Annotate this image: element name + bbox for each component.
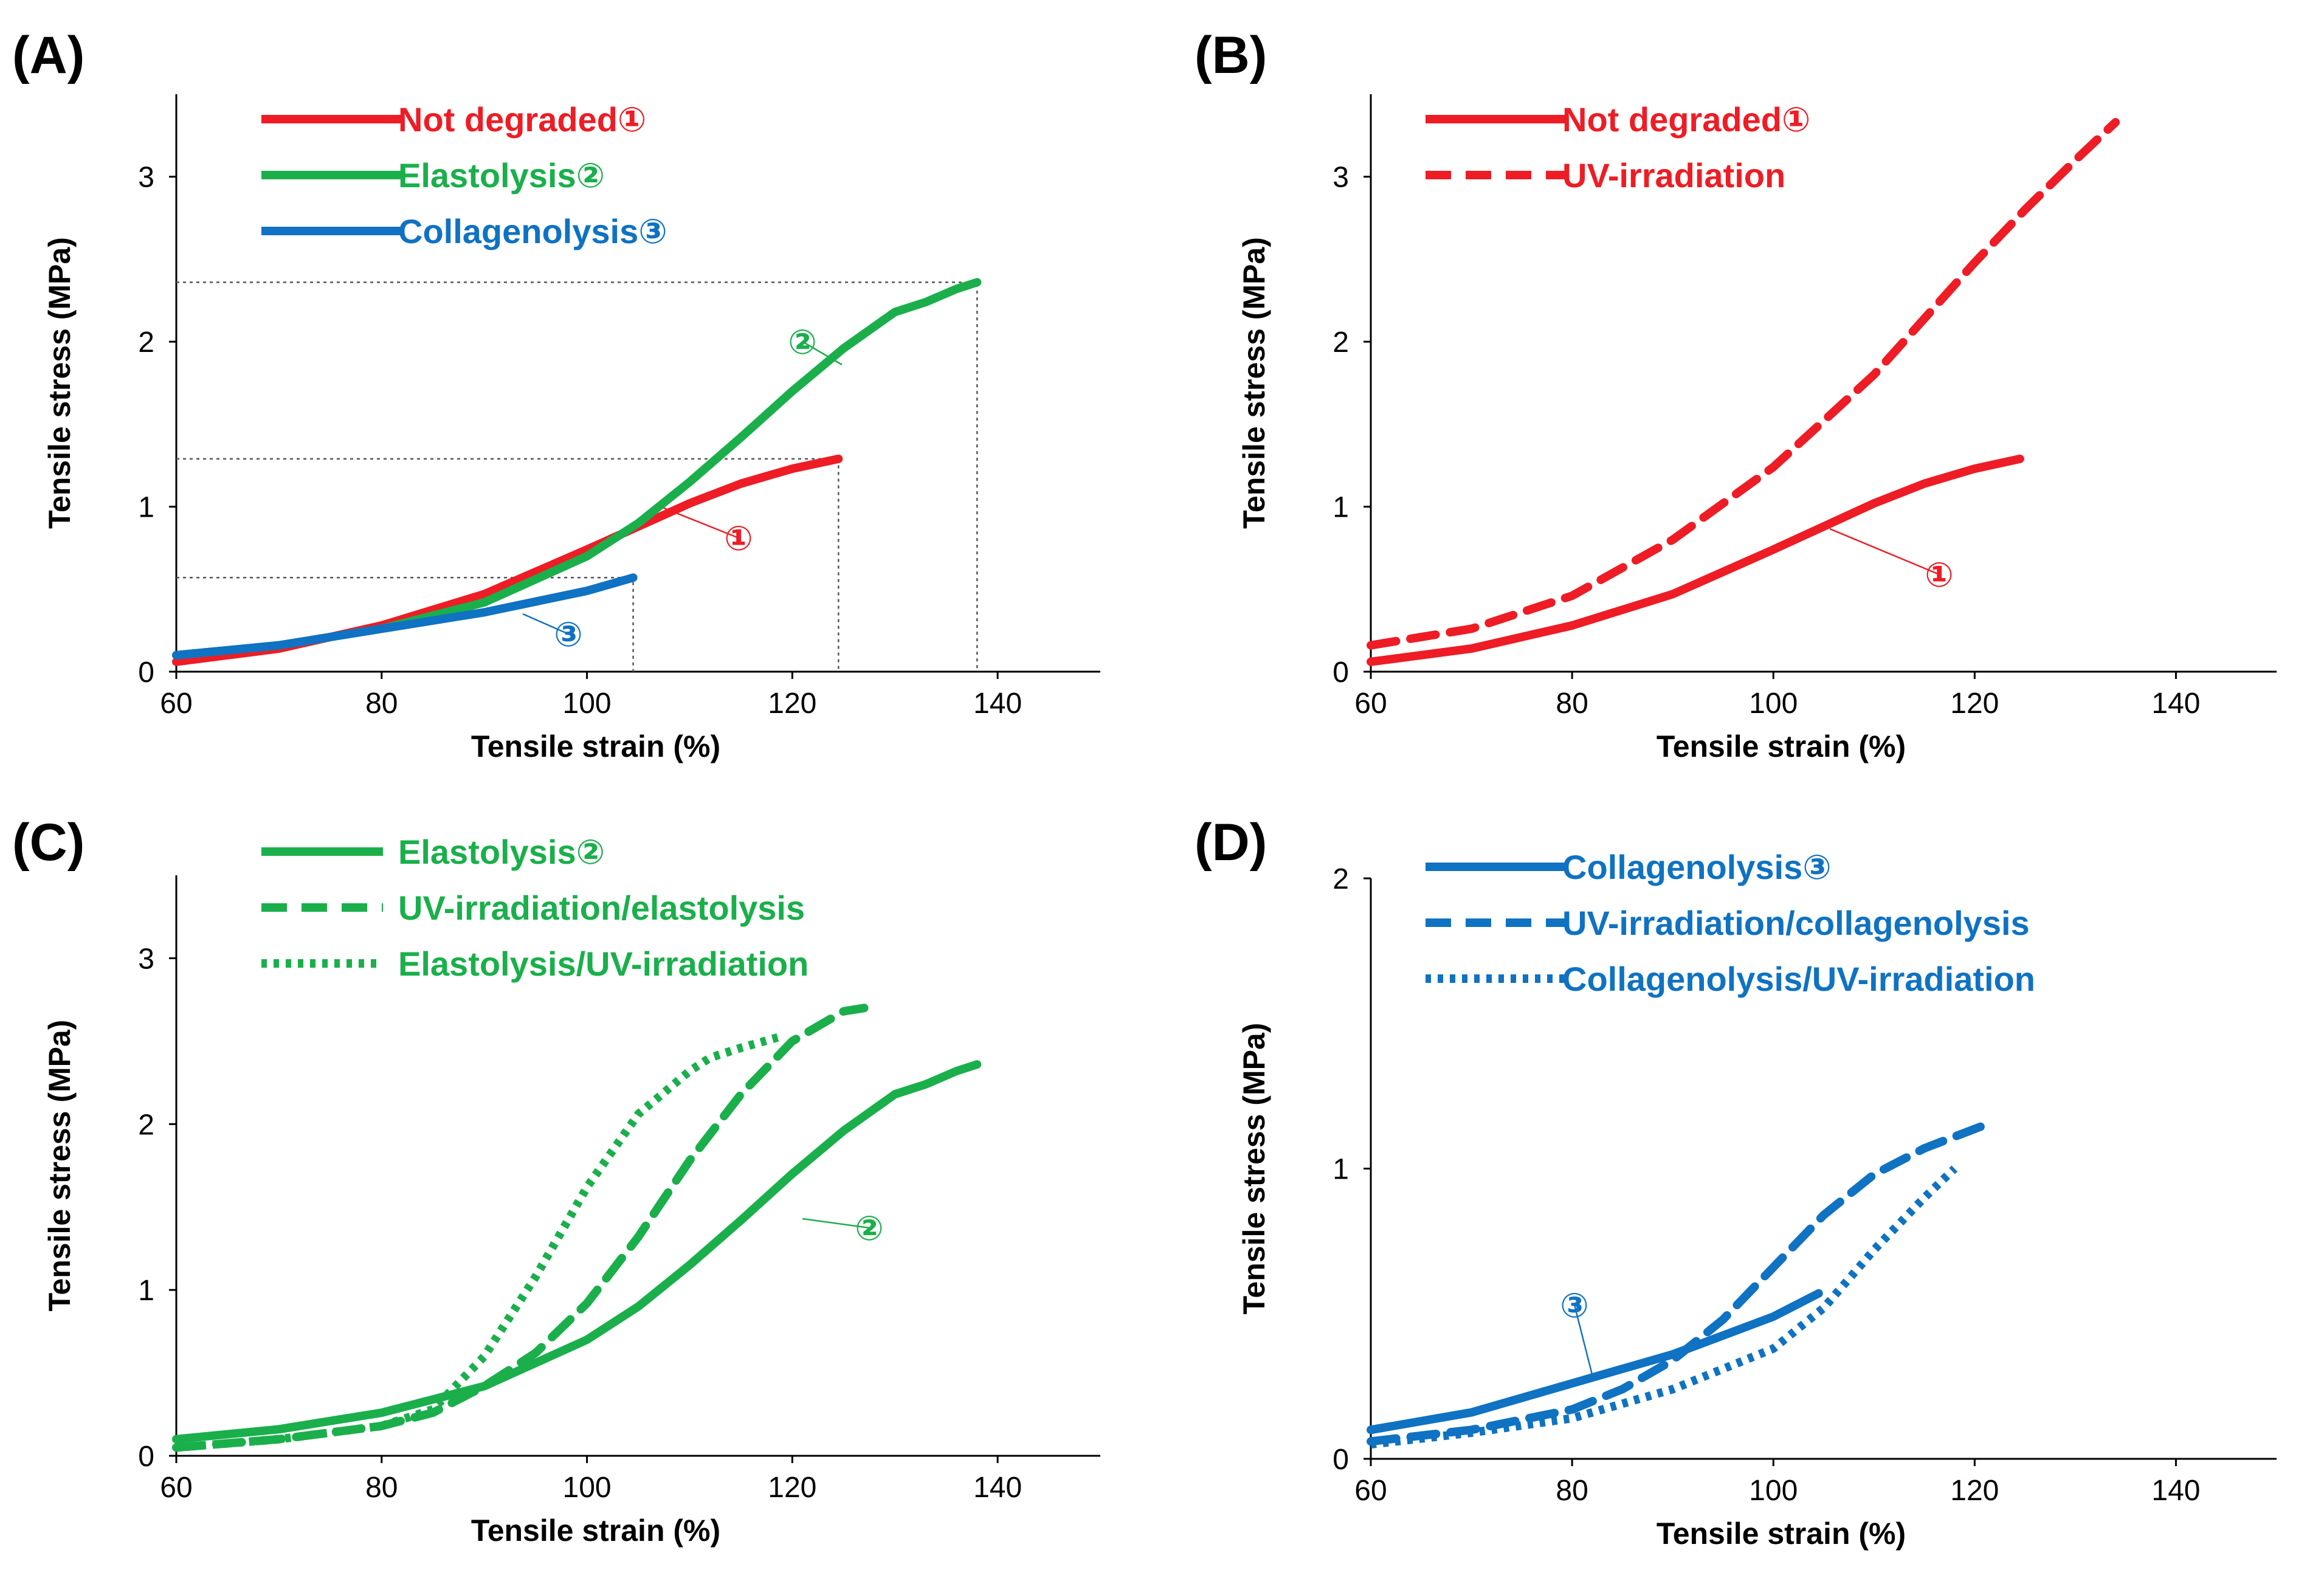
legend-label: Not degraded①: [1562, 100, 1810, 139]
legend-label: Elastolysis②: [398, 833, 605, 871]
y-tick-label: 0: [1333, 656, 1349, 689]
series-line-uv-irradiation-elastolysis: [172, 1004, 869, 1452]
x-tick-label: 100: [1749, 1475, 1798, 1507]
legend-label: UV-irradiation/collagenolysis: [1562, 904, 2030, 942]
y-tick-label: 2: [1333, 863, 1349, 895]
x-tick-label: 100: [563, 687, 612, 720]
x-tick-label: 60: [160, 1472, 192, 1504]
callout-marker: ②: [788, 323, 816, 361]
x-axis-title: Tensile strain (%): [1657, 1517, 1906, 1551]
callout-marker: ①: [724, 519, 753, 557]
legend-label: Elastolysis②: [398, 156, 605, 195]
y-tick-label: 2: [138, 326, 154, 359]
panel-d: (D) 60 80 100 120 140 0 1 2 Tensile strain (%) Ten…: [1195, 813, 2277, 1551]
series-line-elastolysis-uv-irradiation: [176, 1032, 784, 1452]
x-tick-label: 140: [973, 1472, 1022, 1504]
x-tick-label: 140: [2151, 687, 2200, 720]
y-tick-label: 2: [138, 1109, 154, 1141]
legend-label: Collagenolysis/UV-irradiation: [1562, 960, 2035, 998]
panel-label: (A): [12, 26, 84, 84]
series-line-uv-irradiation: [1367, 118, 2120, 650]
legend-label: Elastolysis/UV-irradiation: [398, 945, 809, 983]
legend-label: Collagenolysis③: [398, 212, 667, 250]
series-line-uv-irradiation-collagenolysis: [1367, 1120, 1989, 1446]
x-tick-label: 80: [1556, 1475, 1588, 1507]
x-tick-label: 100: [563, 1472, 612, 1504]
x-tick-label: 100: [1749, 687, 1798, 720]
callout-leader: [1573, 1304, 1594, 1377]
y-axis-title: Tensile stress (MPa): [1237, 1023, 1271, 1315]
x-tick-label: 120: [1950, 1475, 1999, 1507]
x-tick-label: 140: [2151, 1475, 2200, 1507]
y-axis-title: Tensile stress (MPa): [1237, 237, 1271, 529]
callout-leader: [802, 1218, 870, 1229]
y-tick-label: 3: [138, 943, 154, 975]
series-line-elastolysis: [172, 278, 982, 660]
x-axis-title: Tensile strain (%): [1657, 729, 1906, 763]
x-tick-label: 60: [1354, 1475, 1387, 1507]
reference-line: [176, 458, 840, 672]
callout-leader: [802, 340, 843, 366]
panel-label: (D): [1195, 813, 1267, 872]
legend-label: UV-irradiation/elastolysis: [398, 889, 805, 927]
x-tick-label: 60: [1354, 687, 1387, 720]
x-tick-label: 120: [768, 1472, 816, 1504]
y-tick-label: 0: [138, 1441, 154, 1473]
panel-b: (B) 60 80 100 120 140 0 1 2 3 Tensile strain (%) Te…: [1195, 26, 2277, 763]
x-tick-label: 120: [768, 687, 816, 720]
callout-marker: ③: [1560, 1286, 1588, 1325]
x-tick-label: 60: [160, 687, 192, 720]
x-axis-title: Tensile strain (%): [471, 729, 720, 763]
y-tick-label: 1: [1333, 492, 1349, 524]
callout-leader: [522, 613, 569, 635]
y-tick-label: 0: [138, 656, 154, 689]
panel-c: (C) 60 80 100 120 140 0 1 2 3 Tensile strain (%) Te…: [12, 813, 1100, 1548]
y-tick-label: 1: [138, 1275, 154, 1307]
x-axis-title: Tensile strain (%): [471, 1514, 720, 1548]
series-line-not-degraded: [1367, 454, 2024, 666]
y-tick-label: 1: [1333, 1154, 1349, 1186]
x-tick-label: 140: [973, 687, 1022, 720]
callout-marker: ③: [554, 615, 582, 653]
callout-leader: [1829, 528, 1940, 576]
y-tick-label: 3: [138, 162, 154, 194]
callout-marker: ①: [1925, 556, 1953, 594]
series-line-collagenolysis: [172, 573, 638, 660]
panel-a: (A) 60 80 100 120 140 0 1 2 3 Tensile strain (%) Te…: [12, 26, 1100, 763]
x-tick-label: 80: [1556, 687, 1588, 720]
legend-label: Collagenolysis③: [1562, 848, 1832, 886]
callout-marker: ②: [855, 1209, 883, 1247]
y-axis-title: Tensile stress (MPa): [43, 1020, 77, 1312]
y-axis-title: Tensile stress (MPa): [43, 237, 77, 529]
legend-label: Not degraded①: [398, 100, 646, 139]
panel-label: (B): [1195, 26, 1267, 84]
y-tick-label: 2: [1333, 326, 1349, 359]
panel-label: (C): [12, 813, 84, 872]
legend-label: UV-irradiation: [1562, 156, 1785, 195]
series-line-collagenolysis: [1367, 1289, 1823, 1435]
x-tick-label: 120: [1950, 687, 1999, 720]
y-tick-label: 0: [1333, 1444, 1349, 1476]
y-tick-label: 3: [1333, 162, 1349, 194]
series-line-elastolysis: [172, 1060, 982, 1444]
y-tick-label: 1: [138, 492, 154, 524]
callout-leader: [662, 506, 739, 539]
x-tick-label: 80: [365, 1472, 398, 1504]
x-tick-label: 80: [365, 687, 398, 720]
series-line-not-degraded: [172, 454, 843, 666]
series-line-collagenolysis-uv-irradiation: [1370, 1165, 1958, 1449]
